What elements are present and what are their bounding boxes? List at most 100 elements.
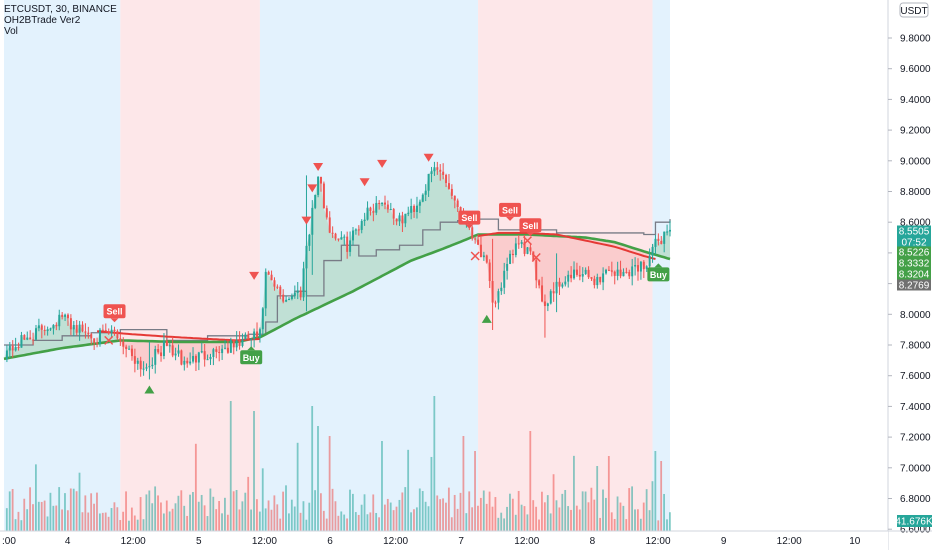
volume-bar [587, 502, 590, 531]
candle-body [430, 171, 433, 174]
currency-badge[interactable]: USDT [899, 2, 929, 18]
volume-bar [605, 497, 607, 531]
volume-bar [369, 512, 372, 531]
volume-bar [165, 500, 168, 531]
volume-bar [584, 491, 587, 531]
volume-bar [133, 515, 136, 531]
candle-body [232, 339, 235, 348]
volume-bar [235, 490, 238, 531]
indicator-label-ohbtrade[interactable]: OH2BTrade Ver2 [4, 15, 81, 26]
candle-body [209, 356, 212, 360]
candle-body [517, 243, 520, 245]
candle-body [369, 207, 372, 211]
volume-bar [270, 509, 273, 531]
buy-signal-label[interactable]: Buy [647, 263, 670, 282]
sell-signal-label[interactable]: Sell [499, 202, 522, 221]
volume-bar [468, 491, 471, 531]
volume-bar [23, 498, 26, 531]
volume-bar [491, 506, 494, 531]
candle-body [500, 287, 503, 292]
volume-bar [381, 441, 383, 531]
trend-fill [120, 329, 260, 370]
sell-arrow[interactable] [307, 184, 318, 193]
y-tick-label: 8.8000 [900, 187, 931, 198]
currency-badge-label: USDT [900, 6, 927, 17]
candle-body [491, 281, 494, 303]
volume-bar [122, 511, 125, 531]
volume-bar [40, 501, 43, 531]
y-tick-label: 7.2000 [900, 433, 931, 444]
volume-bar [570, 509, 572, 531]
candle-body [578, 274, 581, 277]
candle-body [197, 352, 200, 363]
volume-bar [625, 519, 628, 531]
buy-arrow[interactable] [481, 314, 492, 323]
candle-body [445, 174, 448, 184]
symbol-title[interactable]: ETCUSDT, 30, BINANCE [4, 4, 117, 15]
sell-arrow[interactable] [313, 162, 324, 171]
volume-bar [226, 514, 229, 531]
candle-body [447, 183, 450, 189]
volume-bar [314, 490, 316, 531]
volume-bar [55, 505, 58, 531]
candle-body [130, 348, 133, 357]
volume-bar [639, 518, 642, 531]
volume-bar [221, 513, 223, 531]
volume-bar [66, 510, 69, 531]
candle-body [509, 253, 512, 264]
candle-body [296, 290, 299, 293]
candle-body [78, 324, 81, 333]
candle-body [456, 200, 459, 208]
sell-arrow[interactable] [377, 159, 388, 168]
candle-body [69, 318, 72, 330]
price-tag-text: 8.5226 [899, 248, 930, 259]
volume-bar [215, 509, 218, 531]
volume-bar [317, 426, 319, 531]
price-tag: 8.3332 [897, 257, 931, 270]
volume-bar [17, 511, 20, 531]
sell-signal-label[interactable]: Sell [519, 218, 542, 237]
candle-body [584, 269, 587, 275]
candle-body [122, 341, 125, 347]
indicator-label-vol[interactable]: Vol [4, 26, 18, 37]
volume-bar [511, 498, 514, 531]
candles [5, 161, 671, 380]
candle-body [142, 368, 145, 370]
candle-body [523, 242, 526, 254]
volume-bar [386, 498, 389, 531]
sell-arrow[interactable] [423, 153, 434, 162]
candle-body [253, 331, 256, 339]
buy-arrow[interactable] [144, 385, 155, 394]
candle-body [535, 260, 538, 281]
sell-arrow[interactable] [359, 178, 370, 187]
volume-bar [543, 502, 546, 531]
buy-signal-label[interactable]: Buy [240, 346, 263, 365]
volume-bar [197, 501, 200, 531]
volume-bar [322, 510, 325, 531]
candle-body [61, 314, 64, 317]
candle-body [293, 292, 296, 296]
candle-body [49, 328, 52, 330]
sell-signal-label[interactable]: Sell [458, 210, 481, 229]
candle-body [267, 271, 270, 275]
volume-bar [445, 502, 447, 531]
candle-body [154, 349, 157, 365]
time-axis[interactable] [0, 531, 888, 550]
candle-body [58, 314, 61, 327]
sell-arrow[interactable] [301, 216, 312, 225]
sell-arrow[interactable] [249, 271, 260, 280]
candle-body [180, 350, 183, 365]
candle-body [221, 348, 224, 354]
candle-body [264, 271, 267, 309]
candle-body [238, 340, 241, 346]
volume-bar [593, 499, 596, 531]
sell-signal-label[interactable]: Sell [103, 304, 126, 323]
candle-body [183, 360, 186, 365]
trend-fill [259, 167, 479, 338]
candle-body [616, 269, 619, 276]
volume-bar [453, 494, 456, 531]
price-tag-text: 8.5505 [899, 227, 930, 238]
volume-bar [64, 493, 66, 531]
